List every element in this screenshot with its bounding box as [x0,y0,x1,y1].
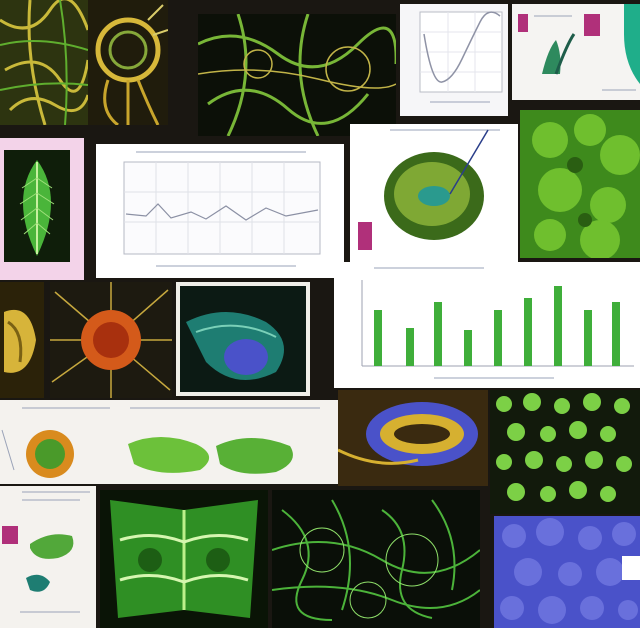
green-droplets [490,390,640,514]
vascular-network-art [0,0,88,125]
blue-ring-micrograph [338,390,488,486]
symmetric-art [100,490,268,628]
green-vein-micrograph [272,490,480,628]
vein-art [272,490,480,628]
bar-group [374,286,620,366]
yellow-specimen-art [0,282,44,398]
notes-sheet-art [0,486,96,628]
line-chart-art [96,144,344,278]
top-center-green-network [198,14,396,136]
teal-cell-micrograph [176,282,310,396]
top-right-line-plot [400,4,508,116]
blue-tissue-art [494,516,640,628]
top-left-vascular-micrograph [0,0,88,125]
blue-ring-art [338,390,488,486]
cell-art [350,124,518,264]
center-line-chart [96,144,344,278]
cell-illustration [350,124,518,264]
green-bar-chart [334,262,640,388]
line-plot-art [400,4,508,116]
green-texture-micrograph [520,110,640,258]
bottom-left-notes-sheet [0,486,96,628]
bottom-caption-strip [0,628,640,640]
bottom-left-diagram-sheet [0,400,338,484]
green-network-art [198,14,396,136]
plant-diagram-art [512,4,640,100]
droplets-art [490,390,640,514]
diagram-sheet-art [0,400,338,484]
teal-cell-art [176,282,310,396]
bar-chart-art [334,262,640,388]
symmetric-green-micrograph [100,490,268,628]
orange-cell-art [50,282,172,398]
magenta-marker-4 [2,526,18,544]
top-right-plant-diagram [512,4,640,100]
top-spiral-micrograph [88,0,168,125]
texture-art [520,110,640,258]
leaf-art [0,138,84,280]
orange-cell-micrograph [50,282,172,398]
leaf-micrograph [0,138,84,280]
blue-tissue-micrograph [494,516,640,628]
yellow-specimen [0,282,44,398]
spiral-art [88,0,168,125]
magenta-marker-3 [358,222,372,250]
magenta-marker-1 [518,14,528,32]
magenta-marker-2 [584,14,600,36]
